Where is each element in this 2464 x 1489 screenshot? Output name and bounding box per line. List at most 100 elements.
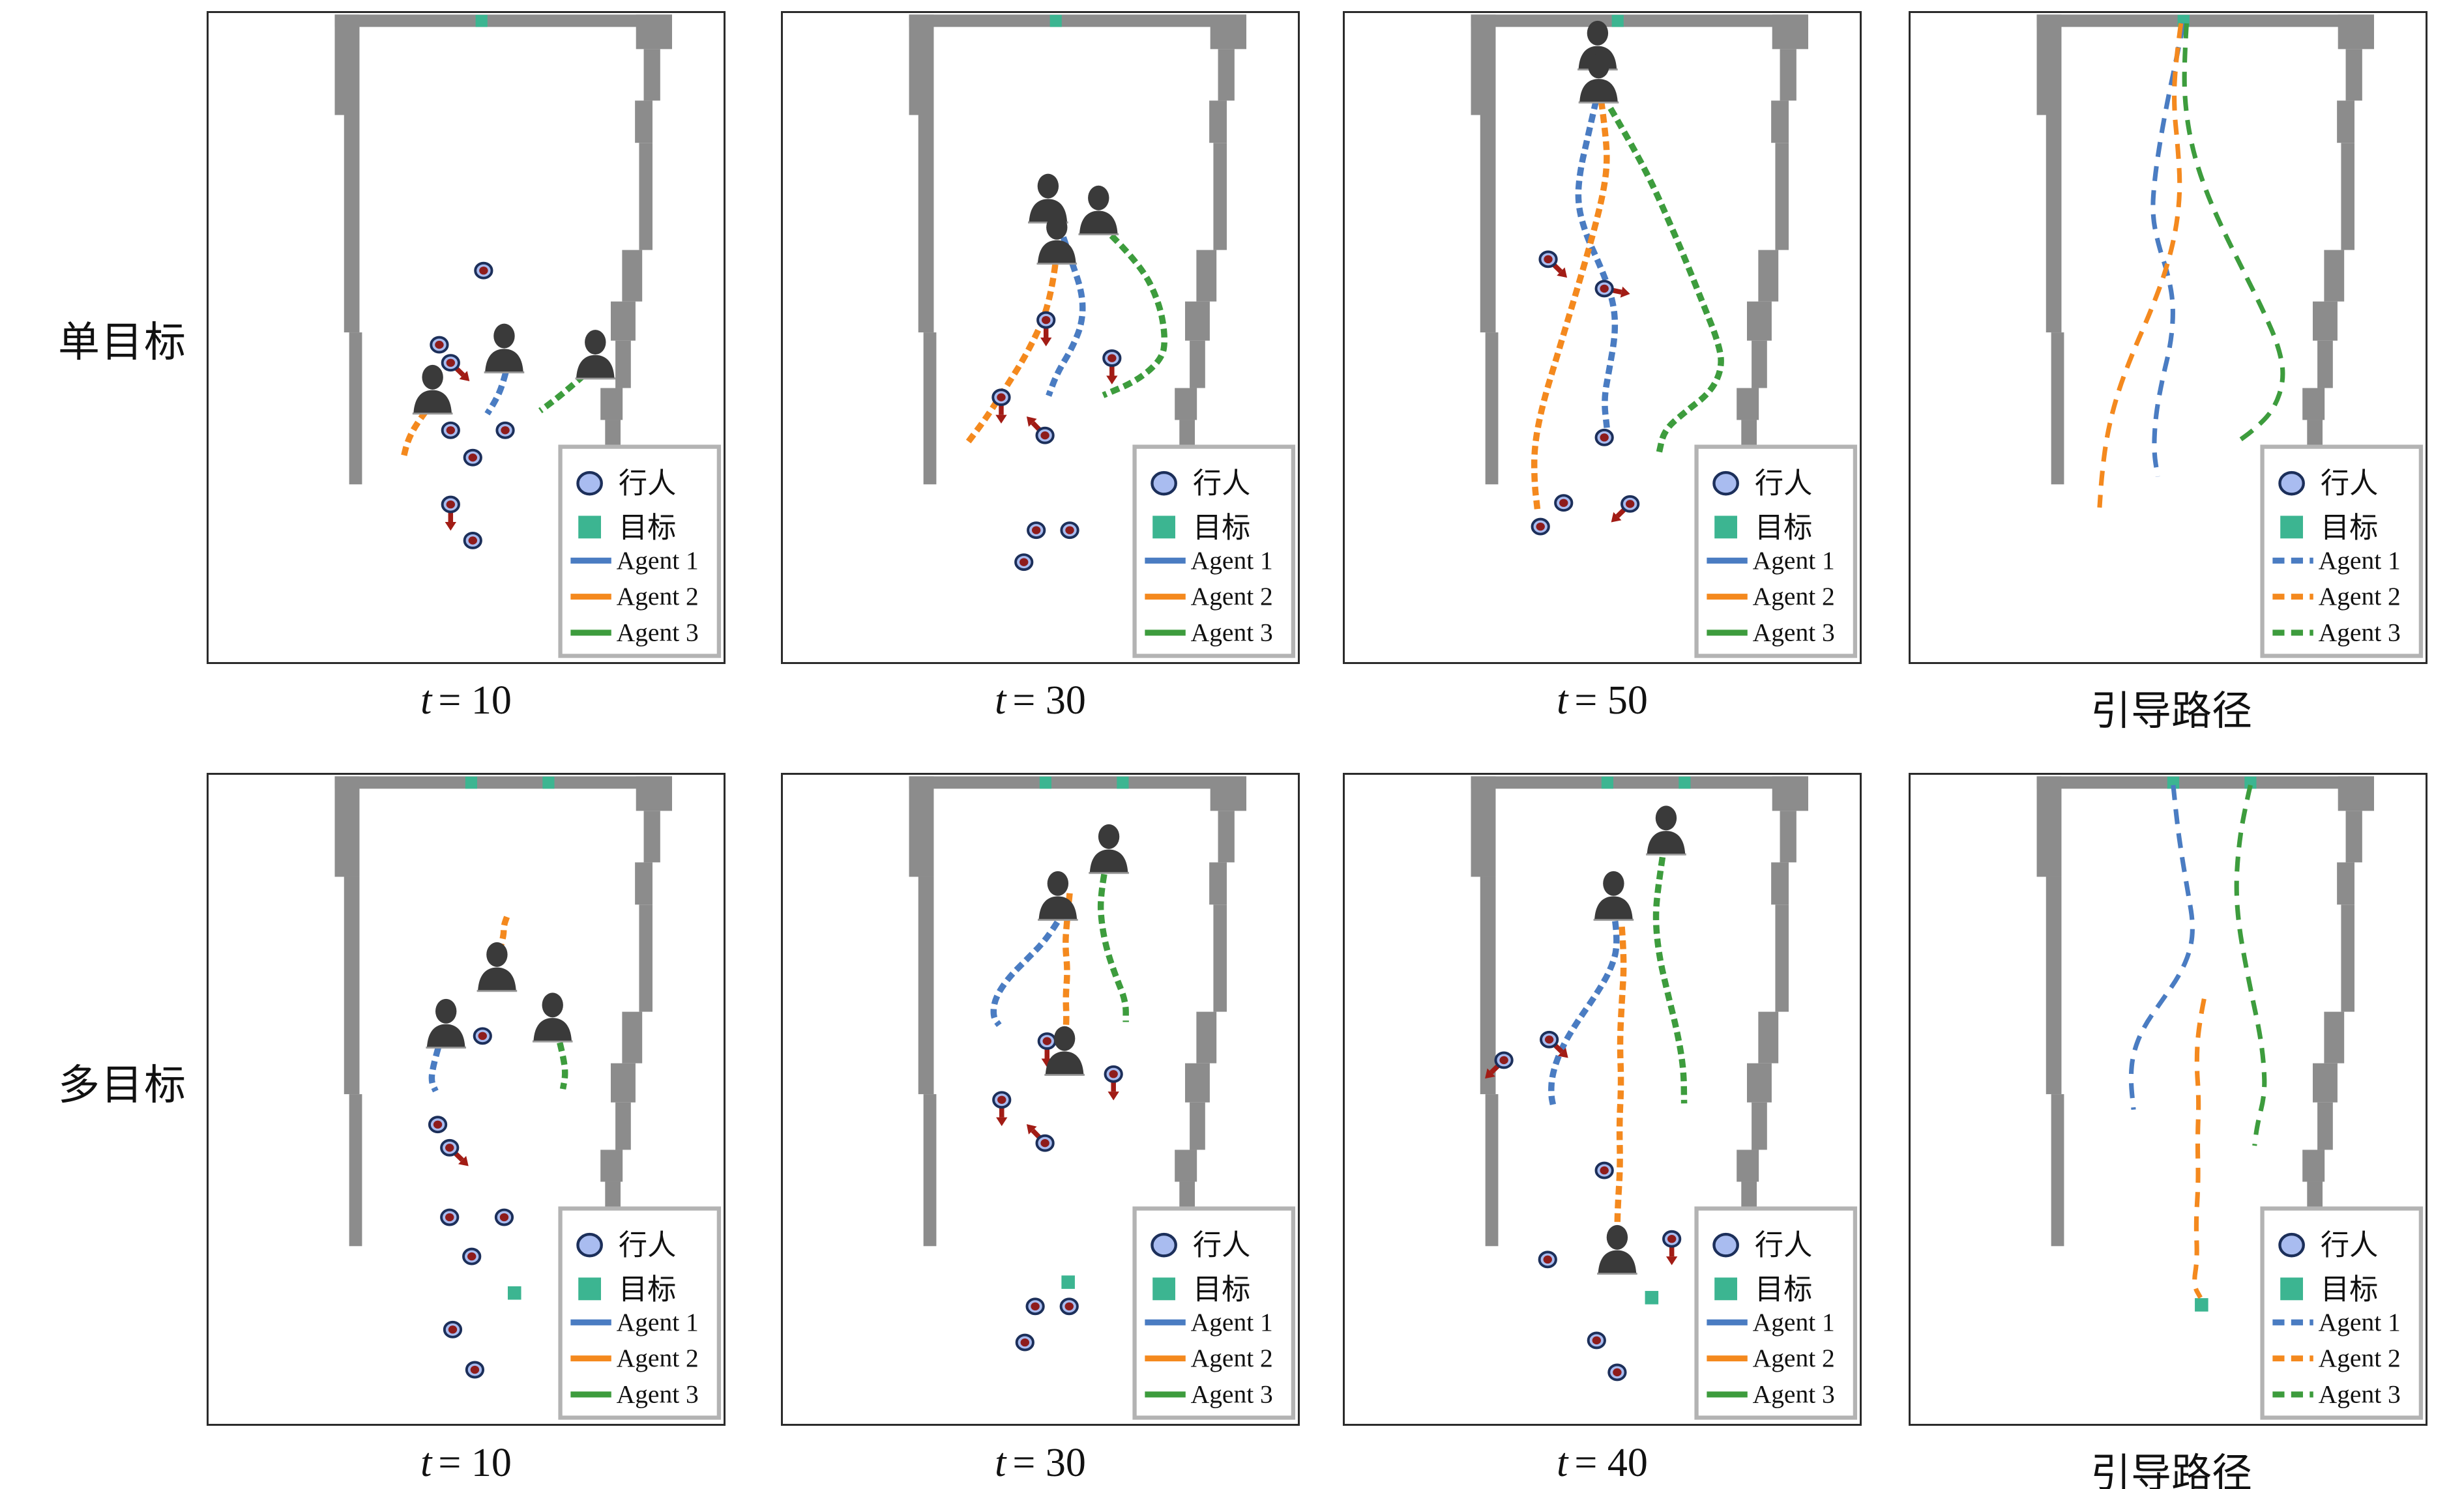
interior-target-marker: [1061, 1275, 1075, 1289]
legend-pedestrian-label: 行人: [2321, 1230, 2378, 1262]
agent-person-icon: [412, 364, 453, 415]
pedestrian-marker: [1662, 1230, 1682, 1265]
velocity-arrow-icon: [1557, 267, 1568, 278]
interior-target-marker: [507, 1286, 521, 1300]
agent-trajectory: [484, 371, 509, 416]
caption-variable: t: [995, 678, 1006, 723]
walls: [334, 776, 672, 1247]
legend-target-icon: [2280, 1277, 2303, 1301]
walls: [1471, 14, 1808, 485]
legend-agent-label: Agent 2: [2319, 582, 2401, 611]
exit-target-marker: [2244, 776, 2257, 789]
pedestrian-marker: [473, 1027, 492, 1045]
legend-target-label: 目标: [619, 1274, 676, 1306]
agent-person-icon: [426, 998, 466, 1049]
caption-value: = 50: [1574, 678, 1648, 723]
caption-value: 引导路径: [2090, 689, 2252, 734]
velocity-arrow-icon: [1557, 1047, 1568, 1058]
pedestrian-marker: [1611, 495, 1640, 523]
pedestrian-marker: [440, 1208, 460, 1226]
caption-multi-guide: 引导路径: [1909, 1440, 2427, 1489]
legend-agent-label: Agent 2: [617, 582, 699, 611]
pedestrian-marker: [1531, 517, 1550, 536]
velocity-arrow-icon: [1107, 1091, 1119, 1101]
guide-path: [2192, 998, 2207, 1299]
pedestrian-marker: [1059, 1297, 1079, 1316]
velocity-arrow-icon: [1040, 338, 1052, 347]
guide-path: [2182, 23, 2285, 445]
agent-trajectory: [1575, 100, 1619, 428]
pedestrian-marker: [463, 532, 482, 549]
pedestrian-marker: [1587, 1331, 1606, 1350]
legend-target-icon: [2280, 515, 2303, 539]
walls: [909, 776, 1246, 1247]
agent-trajectory: [1652, 856, 1688, 1104]
panel-single-t50: 行人 目标 Agent 1 Agent 2 Agent 3: [1343, 11, 1862, 664]
legend-agent-label: Agent 1: [1191, 1308, 1273, 1337]
panel-multi-guide: 行人 目标 Agent 1 Agent 2 Agent 3: [1909, 773, 2427, 1426]
agent-trajectory: [965, 264, 1059, 445]
agent-trajectory: [1102, 233, 1168, 398]
exit-target-marker: [1049, 14, 1062, 27]
legend-pedestrian-label: 行人: [1755, 468, 1812, 500]
row-label-multi-target: 多目标: [58, 1062, 187, 1108]
walls: [909, 14, 1246, 485]
exit-target-marker: [475, 14, 488, 27]
legend-agent-label: Agent 2: [2319, 1344, 2401, 1372]
velocity-arrow-icon: [458, 1155, 469, 1166]
legend-pedestrian-icon: [1151, 1232, 1177, 1258]
legend-agent-label: Agent 2: [617, 1344, 699, 1372]
legend-pedestrian-label: 行人: [1755, 1230, 1812, 1262]
pedestrian-marker: [441, 495, 460, 531]
agent-trajectory: [538, 373, 587, 414]
walls: [2036, 776, 2374, 1247]
pedestrian-marker: [1015, 1333, 1034, 1352]
agent-trajectory: [1097, 873, 1129, 1022]
pedestrian-marker: [440, 1138, 469, 1166]
pedestrian-marker: [494, 1208, 514, 1226]
velocity-arrow-icon: [1620, 286, 1630, 298]
guide-path: [2097, 23, 2184, 508]
velocity-arrow-icon: [445, 521, 456, 531]
agent-person-icon: [477, 942, 518, 992]
exit-target-marker: [1039, 776, 1051, 789]
exit-target-marker: [2167, 776, 2179, 789]
panel-multi-t10: 行人 目标 Agent 1 Agent 2 Agent 3: [207, 773, 726, 1426]
panel-multi-t40: 行人 目标 Agent 1 Agent 2 Agent 3: [1343, 773, 1862, 1426]
pedestrian-marker: [430, 336, 449, 354]
legend-pedestrian-icon: [1712, 470, 1739, 496]
legend-agent-label: Agent 2: [1753, 582, 1835, 611]
legend-agent-label: Agent 2: [1191, 1344, 1273, 1372]
pedestrian-marker: [992, 1091, 1012, 1127]
legend-agent-label: Agent 3: [1191, 1380, 1273, 1409]
legend-pedestrian-icon: [576, 470, 603, 496]
caption-single-t10: t = 10: [207, 678, 726, 724]
velocity-arrow-icon: [995, 414, 1007, 424]
agent-person-icon: [1578, 53, 1619, 104]
pedestrian-marker: [1026, 1124, 1055, 1152]
walls: [1471, 776, 1808, 1247]
pedestrian-marker: [1025, 1297, 1045, 1316]
agent-trajectory: [1046, 223, 1086, 397]
caption-variable: [2084, 689, 2090, 734]
legend-agent-label: Agent 3: [617, 618, 699, 647]
pedestrian-marker: [474, 261, 493, 280]
pedestrian-marker: [1538, 250, 1568, 278]
legend-agent-label: Agent 1: [2319, 546, 2401, 575]
legend-agent-label: Agent 1: [2319, 1308, 2401, 1337]
caption-variable: [2084, 1452, 2090, 1489]
caption-value: = 30: [1012, 1441, 1086, 1485]
velocity-arrow-icon: [996, 1117, 1008, 1127]
caption-single-t50: t = 50: [1343, 678, 1862, 724]
pedestrian-marker: [1554, 494, 1574, 512]
legend-target-label: 目标: [1755, 1274, 1812, 1306]
caption-value: 引导路径: [2090, 1452, 2252, 1489]
